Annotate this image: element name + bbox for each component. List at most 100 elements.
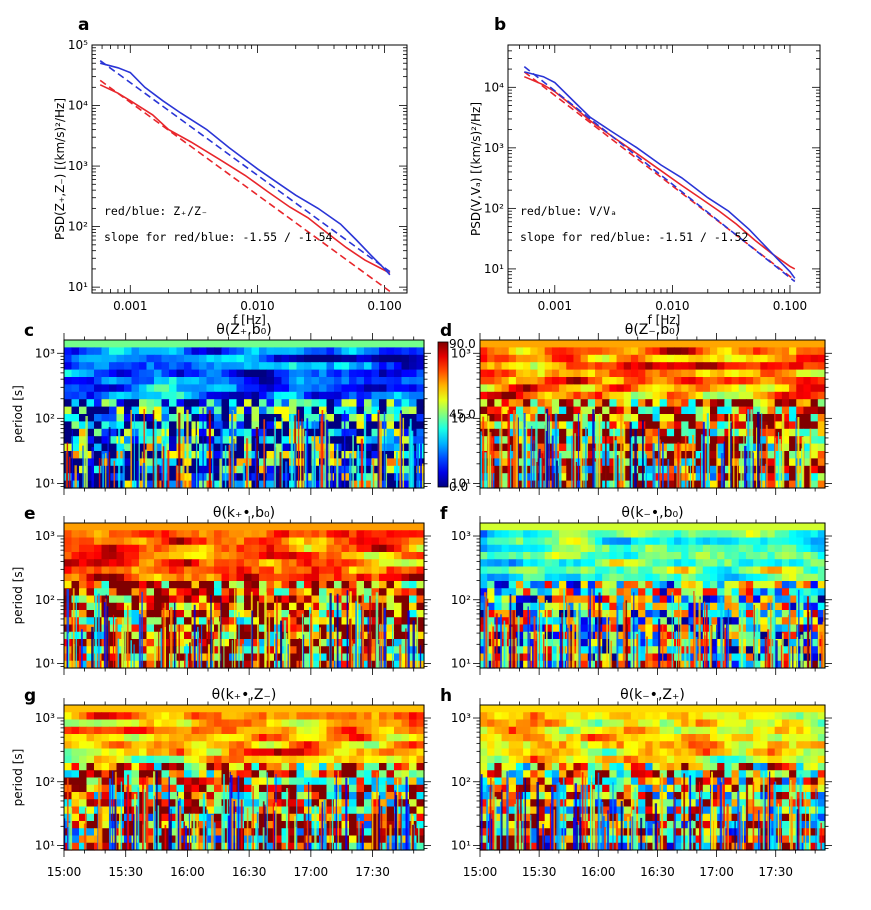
heatmap-cell	[71, 451, 80, 459]
heatmap-cell	[609, 347, 618, 356]
heatmap-cell	[738, 465, 747, 474]
heatmap-cell	[630, 602, 639, 611]
heatmap-cell	[652, 391, 661, 400]
heatmap-cell	[717, 377, 725, 385]
heatmap-cell	[580, 530, 589, 539]
heatmap-cell	[523, 602, 531, 611]
heatmap-cell	[304, 581, 313, 589]
heatmap-cell	[753, 559, 761, 568]
heatmap-cell	[326, 530, 335, 539]
heatmap-cell	[803, 566, 812, 575]
heatmap-cell	[251, 552, 260, 560]
heatmap-cell	[537, 347, 546, 356]
heatmap-cell	[274, 573, 283, 582]
heatmap-cell	[573, 340, 582, 348]
heatmap-cell	[544, 537, 553, 546]
heatmap-cell	[139, 369, 148, 378]
heatmap-cell	[319, 523, 328, 531]
heatmap-cell	[266, 639, 275, 647]
heatmap-cell	[266, 473, 275, 482]
heatmap-cell	[559, 588, 567, 597]
heatmap-cell	[573, 406, 582, 415]
heatmap-cell	[710, 406, 718, 415]
heatmap-cell	[523, 588, 531, 597]
heatmap-cell	[199, 610, 208, 618]
heatmap-cell	[738, 362, 747, 371]
heatmap-cell	[71, 588, 80, 597]
heatmap-cell	[101, 436, 110, 445]
heatmap-cell	[109, 705, 118, 713]
heatmap-cell	[580, 443, 589, 452]
heatmap-cell	[296, 588, 305, 597]
heatmap-cell	[774, 566, 783, 575]
heatmap-cell	[221, 362, 230, 371]
heatmap-cell	[638, 573, 646, 582]
heatmap-cell	[710, 639, 718, 647]
heatmap-cell	[71, 340, 80, 348]
heatmap-cell	[810, 588, 819, 597]
heatmap-cell	[580, 347, 589, 356]
heatmap-cell	[789, 340, 797, 348]
heatmap-cell	[311, 406, 320, 415]
heatmap-cell	[416, 602, 425, 611]
heatmap-cell	[674, 617, 682, 626]
heatmap-cell	[702, 458, 711, 467]
heatmap-cell	[244, 566, 253, 575]
heatmap-cell	[630, 617, 639, 626]
heatmap-cell	[409, 559, 418, 568]
heatmap-cell	[71, 369, 80, 378]
heatmap-cell	[674, 588, 682, 597]
heatmap-cell	[311, 523, 320, 531]
heatmap-cell	[349, 399, 358, 408]
heatmap-cell	[674, 610, 682, 618]
heatmap-cell	[817, 369, 826, 378]
heatmap-cell	[666, 451, 675, 459]
heatmap-cell	[753, 544, 761, 553]
heatmap-cell	[191, 436, 200, 445]
heatmap-cell	[101, 414, 110, 422]
heatmap-cell	[326, 552, 335, 560]
heatmap-cell	[796, 340, 805, 348]
heatmap-cell	[566, 480, 575, 489]
heatmap-cell	[311, 595, 320, 604]
heatmap-cell	[602, 595, 610, 604]
heatmap-cell	[530, 544, 539, 553]
heatmap-cell	[221, 421, 230, 430]
heatmap-cell	[630, 530, 639, 539]
heatmap-cell	[587, 369, 596, 378]
heatmap-cell	[745, 581, 754, 589]
heatmap-cell	[523, 354, 531, 363]
heatmap-cell	[638, 544, 646, 553]
heatmap-cell	[356, 391, 365, 400]
heatmap-cell	[515, 602, 524, 611]
heatmap-cell	[487, 610, 495, 618]
heatmap-cell	[64, 414, 73, 422]
heatmap-cell	[760, 552, 769, 560]
heatmap-cell	[214, 428, 223, 437]
heatmap-cell	[64, 354, 73, 363]
heatmap-cell	[64, 399, 73, 408]
heatmap-cell	[371, 537, 380, 546]
heatmap-cell	[394, 362, 403, 371]
heatmap-cell	[71, 530, 80, 539]
heatmap-cell	[169, 530, 178, 539]
heatmap-cell	[131, 602, 140, 611]
heatmap-cell	[206, 573, 215, 582]
heatmap-cell	[116, 354, 125, 363]
heatmap-cell	[487, 639, 495, 647]
heatmap-cell	[364, 347, 373, 356]
heatmap-cell	[229, 573, 238, 582]
heatmap-cell	[666, 377, 675, 385]
plot-frame	[507, 44, 821, 294]
x-tick-label: 0.010	[655, 299, 689, 313]
heatmap-cell	[236, 653, 245, 662]
heatmap-cell	[94, 436, 103, 445]
heatmap-cell	[731, 451, 740, 459]
heatmap-cell	[176, 566, 185, 575]
heatmap-cell	[319, 559, 328, 568]
heatmap-cell	[251, 602, 260, 611]
heatmap-cell	[681, 537, 690, 546]
heatmap-cell	[710, 391, 718, 400]
heatmap-cell	[281, 377, 290, 385]
heatmap-cell	[169, 705, 178, 713]
